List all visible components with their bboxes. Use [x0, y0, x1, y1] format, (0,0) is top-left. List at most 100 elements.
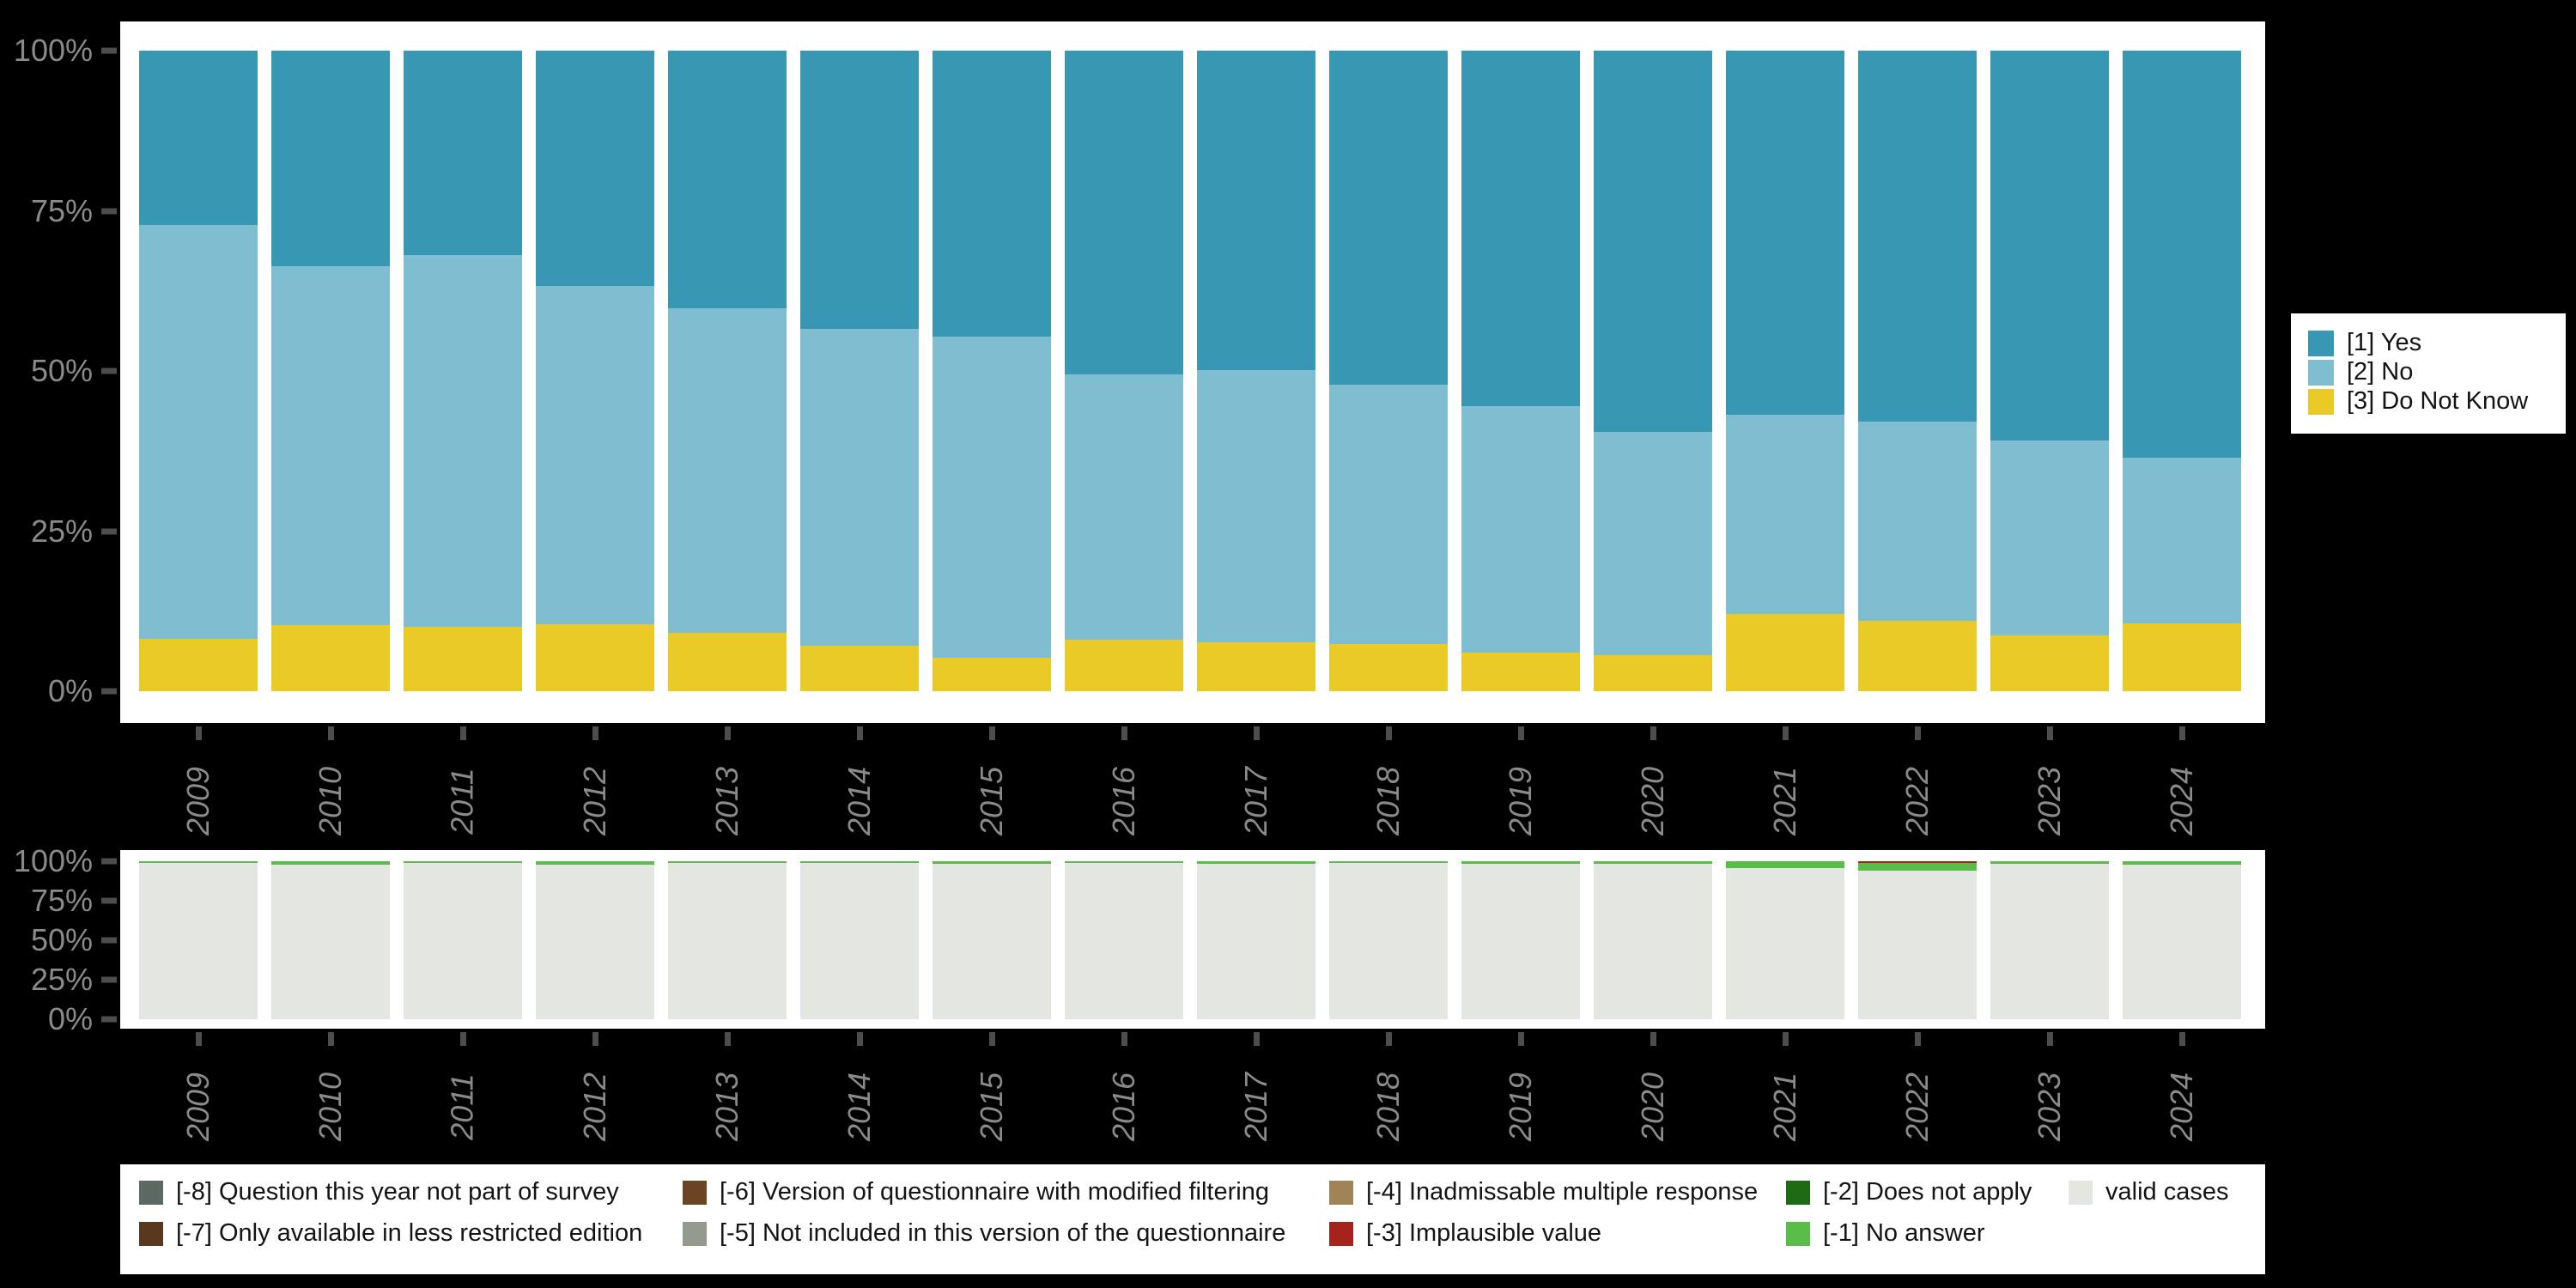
y-tick-mark	[101, 47, 117, 54]
x-tick-2021: 2021	[1726, 726, 1844, 852]
x-tick-label-box: 2016	[1090, 1056, 1158, 1157]
legend-item-label: [-8] Question this year not part of surv…	[176, 1178, 619, 1206]
x-tick-label-box: 2009	[164, 1056, 233, 1157]
bar-segment	[1461, 51, 1580, 407]
x-tick-label: 2020	[1635, 766, 1670, 836]
bar-segment	[139, 51, 258, 225]
x-tick-2015: 2015	[933, 726, 1051, 852]
legend-swatch	[2069, 1180, 2093, 1205]
legend-swatch	[139, 1180, 163, 1205]
x-tick-mark	[2178, 726, 2185, 740]
bar-segment	[1726, 867, 1844, 1019]
bar-segment	[404, 254, 522, 628]
bar-segment	[536, 51, 654, 286]
bar-segment	[1594, 861, 1712, 864]
x-tick-label-box: 2013	[693, 1056, 762, 1157]
bar-segment	[933, 658, 1051, 691]
bar-segment	[668, 863, 787, 1019]
x-tick-label-box: 2023	[2015, 1056, 2084, 1157]
stacked-bar-2022	[1858, 861, 1977, 1019]
bar-segment	[800, 861, 919, 864]
x-tick-2012: 2012	[536, 726, 654, 852]
legend-item-label: [-2] Does not apply	[1823, 1178, 2032, 1206]
bar-segment	[1726, 613, 1844, 691]
x-tick-2024: 2024	[2123, 726, 2241, 852]
bar-segment	[536, 285, 654, 625]
y-tick-mark	[101, 937, 117, 944]
x-tick-mark	[459, 726, 466, 740]
x-tick-label: 2022	[1899, 766, 1935, 836]
bar-segment	[800, 646, 919, 691]
bar-segment	[1990, 864, 2109, 1019]
bar-segment	[1594, 655, 1712, 691]
x-tick-label: 2010	[313, 1072, 348, 1142]
bar-segment	[271, 864, 390, 1019]
legend-swatch	[683, 1180, 707, 1205]
x-tick-2020: 2020	[1594, 1032, 1712, 1157]
bar-segment	[404, 861, 522, 864]
bar-segment	[536, 864, 654, 1019]
response-legend: [1] Yes [2] No [3] Do Not Know	[2291, 313, 2566, 434]
y-tick-mark	[101, 1016, 117, 1023]
bar-segment	[1329, 385, 1448, 644]
x-tick-label: 2017	[1238, 766, 1273, 836]
bar-segment	[668, 51, 787, 308]
x-tick-2023: 2023	[1990, 1032, 2109, 1157]
y-tick-label: 75%	[30, 883, 93, 918]
x-tick-2017: 2017	[1197, 1032, 1315, 1157]
x-tick-label-box: 2021	[1751, 1056, 1820, 1157]
stacked-bar-2018	[1329, 51, 1448, 691]
bar-segment	[933, 864, 1051, 1019]
x-tick-label: 2014	[841, 766, 877, 836]
x-tick-mark	[327, 726, 334, 740]
x-tick-label: 2024	[2164, 1072, 2199, 1142]
missing-values-legend: [-8] Question this year not part of surv…	[120, 1164, 2265, 1274]
bar-segment	[933, 51, 1051, 337]
legend-swatch	[139, 1221, 163, 1246]
x-tick-mark	[1517, 1032, 1524, 1046]
stacked-bar-2015	[933, 51, 1051, 691]
x-tick-label: 2023	[2032, 766, 2067, 836]
stacked-bar-2024	[2123, 861, 2241, 1019]
bar-segment	[404, 627, 522, 691]
bar-segment	[1990, 861, 2109, 865]
bar-segment	[2123, 861, 2241, 866]
bar-segment	[1329, 862, 1448, 1019]
stacked-bar-2020	[1594, 861, 1712, 1019]
x-tick-mark	[2046, 726, 2053, 740]
x-tick-mark	[1121, 726, 1127, 740]
bar-segment	[536, 624, 654, 691]
x-tick-mark	[1782, 1032, 1789, 1046]
bar-segment	[1065, 640, 1183, 691]
stacked-bar-2017	[1197, 51, 1315, 691]
x-tick-label-box: 2018	[1354, 750, 1423, 852]
x-tick-2011: 2011	[404, 726, 522, 852]
bar-segment	[139, 863, 258, 1019]
x-tick-mark	[2178, 1032, 2185, 1046]
bottom-chart-x-axis: 2009 2010 2011 2012 2013 2014 2015 2016 2017 2018…	[139, 1032, 2241, 1157]
x-tick-mark	[195, 1032, 202, 1046]
bar-segment	[271, 51, 390, 267]
top-chart-bars	[139, 51, 2241, 691]
bar-segment	[271, 861, 390, 865]
bar-segment	[1858, 421, 1977, 621]
stacked-bar-2009	[139, 861, 258, 1019]
stacked-bar-2012	[536, 861, 654, 1019]
x-tick-label-box: 2018	[1354, 1056, 1423, 1157]
x-tick-2015: 2015	[933, 1032, 1051, 1157]
stacked-bar-2020	[1594, 51, 1712, 691]
x-tick-mark	[856, 726, 863, 740]
bar-segment	[1461, 863, 1580, 1019]
x-tick-label: 2011	[444, 1073, 480, 1140]
x-tick-label: 2015	[974, 1072, 1009, 1142]
bar-segment	[800, 863, 919, 1019]
bar-segment	[1858, 862, 1977, 871]
x-tick-label-box: 2013	[693, 750, 762, 852]
x-tick-label-box: 2020	[1619, 750, 1687, 852]
legend-item-label: [-5] Not included in this version of the…	[720, 1219, 1286, 1247]
bar-segment	[1990, 440, 2109, 636]
bar-segment	[1858, 620, 1977, 691]
x-tick-mark	[195, 726, 202, 740]
bar-segment	[1461, 406, 1580, 653]
stacked-bar-2010	[271, 861, 390, 1019]
